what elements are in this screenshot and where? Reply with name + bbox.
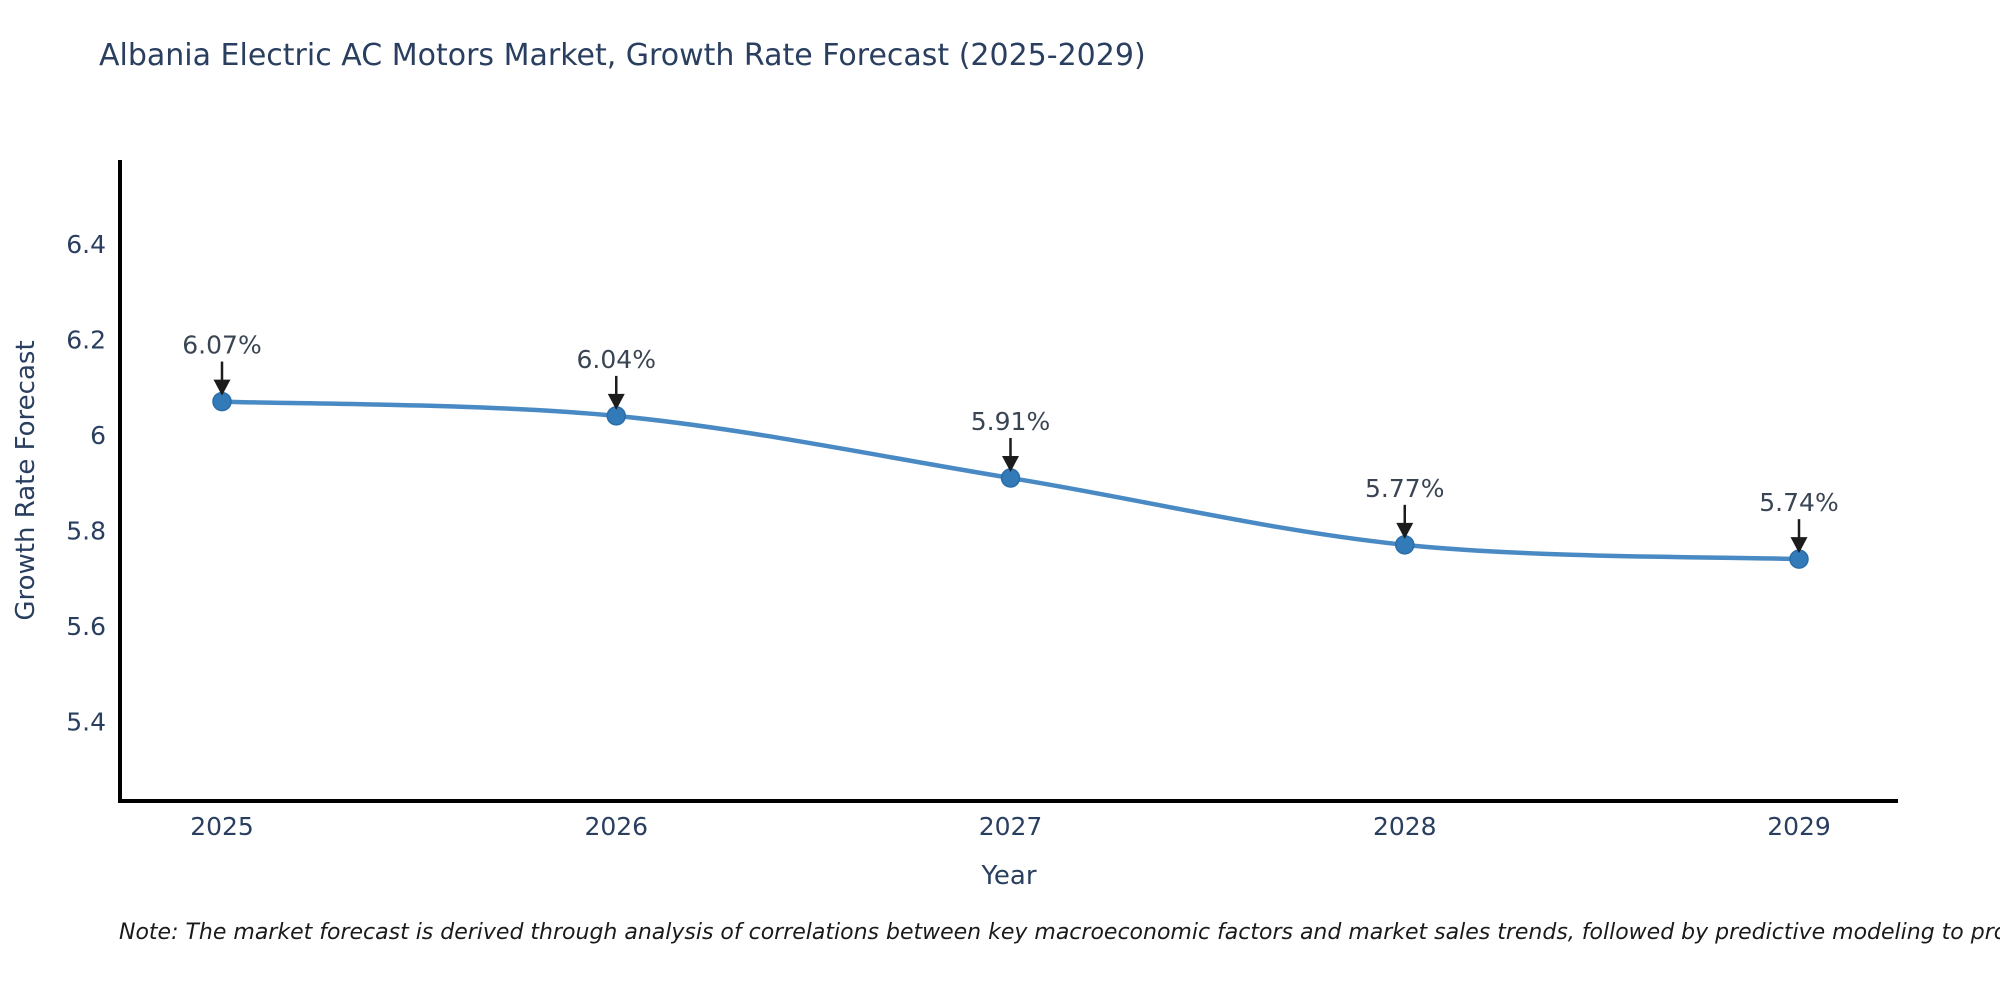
annotation-label-2027: 5.91% xyxy=(971,407,1050,436)
x-tick-label-2026: 2026 xyxy=(584,812,648,841)
annotation-label-2029: 5.74% xyxy=(1759,488,1838,517)
y-tick-label-6.2: 6.2 xyxy=(66,325,106,354)
y-tick-label-5.6: 5.6 xyxy=(66,612,106,641)
x-tick-label-2028: 2028 xyxy=(1373,812,1437,841)
chart-note: Note: The market forecast is derived thr… xyxy=(119,920,2000,945)
y-tick-label-6.4: 6.4 xyxy=(66,230,106,259)
x-tick-label-2029: 2029 xyxy=(1767,812,1831,841)
x-tick-label-2025: 2025 xyxy=(190,812,254,841)
y-tick-label-6: 6 xyxy=(90,421,106,450)
annotation-arrow-head-2028 xyxy=(1396,522,1414,539)
y-tick-label-5.4: 5.4 xyxy=(66,707,106,736)
y-tick-label-5.8: 5.8 xyxy=(66,516,106,545)
chart-title: Albania Electric AC Motors Market, Growt… xyxy=(99,38,1146,73)
annotation-label-2025: 6.07% xyxy=(182,331,261,360)
annotation-arrow-head-2025 xyxy=(213,379,231,396)
x-axis-title: Year xyxy=(980,861,1036,891)
annotation-arrow-head-2027 xyxy=(1002,455,1019,472)
annotation-arrow-head-2026 xyxy=(607,393,625,410)
y-axis-title: Growth Rate Forecast xyxy=(11,340,41,620)
annotation-arrow-head-2029 xyxy=(1790,537,1808,554)
annotation-label-2028: 5.77% xyxy=(1365,474,1444,503)
x-tick-label-2027: 2027 xyxy=(979,812,1043,841)
annotation-label-2026: 6.04% xyxy=(577,345,656,374)
